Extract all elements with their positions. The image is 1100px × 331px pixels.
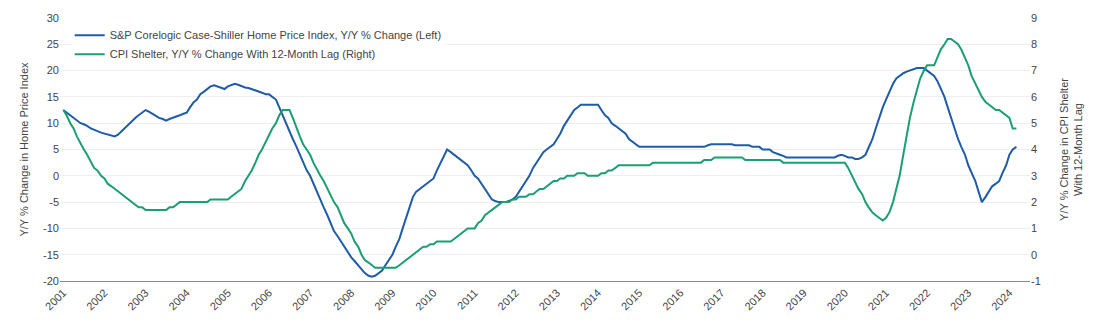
svg-text:5: 5	[53, 143, 59, 155]
svg-text:3: 3	[1031, 170, 1037, 182]
svg-text:5: 5	[1031, 117, 1037, 129]
svg-text:9: 9	[1031, 12, 1037, 24]
svg-text:6: 6	[1031, 91, 1037, 103]
svg-text:-1: -1	[1031, 275, 1041, 287]
svg-text:CPI Shelter, Y/Y % Change With: CPI Shelter, Y/Y % Change With 12-Month …	[110, 48, 376, 60]
svg-text:2008: 2008	[331, 287, 357, 313]
svg-text:1: 1	[1031, 222, 1037, 234]
svg-text:30: 30	[47, 12, 59, 24]
svg-text:2016: 2016	[660, 287, 686, 313]
svg-text:Y/Y % Change in Home Price Ind: Y/Y % Change in Home Price Index	[18, 62, 30, 237]
svg-text:25: 25	[47, 38, 59, 50]
svg-text:-5: -5	[49, 196, 59, 208]
svg-text:20: 20	[47, 64, 59, 76]
svg-text:2020: 2020	[824, 287, 850, 313]
svg-text:2024: 2024	[989, 287, 1015, 313]
svg-text:2015: 2015	[619, 287, 645, 313]
svg-text:10: 10	[47, 117, 59, 129]
svg-text:2014: 2014	[578, 287, 604, 313]
svg-text:0: 0	[53, 170, 59, 182]
svg-text:2010: 2010	[413, 287, 439, 313]
svg-text:2004: 2004	[166, 287, 192, 313]
svg-text:2005: 2005	[207, 287, 233, 313]
svg-text:2012: 2012	[495, 287, 521, 313]
svg-text:S&P Corelogic Case-Shiller Hom: S&P Corelogic Case-Shiller Home Price In…	[110, 29, 441, 41]
svg-text:2009: 2009	[372, 287, 398, 313]
svg-text:4: 4	[1031, 143, 1037, 155]
svg-text:2011: 2011	[455, 287, 480, 312]
svg-text:2023: 2023	[948, 287, 974, 313]
svg-text:Y/Y % Change in CPI ShelterWit: Y/Y % Change in CPI ShelterWith 12-Month…	[1058, 78, 1084, 221]
svg-text:0: 0	[1031, 249, 1037, 261]
svg-text:2003: 2003	[125, 287, 151, 313]
svg-text:8: 8	[1031, 38, 1037, 50]
svg-text:2006: 2006	[248, 287, 274, 313]
svg-text:2002: 2002	[84, 287, 110, 313]
svg-text:2022: 2022	[907, 287, 933, 313]
svg-text:15: 15	[47, 91, 59, 103]
svg-text:2021: 2021	[866, 287, 892, 313]
svg-text:2007: 2007	[290, 287, 316, 313]
svg-text:-15: -15	[43, 249, 59, 261]
svg-text:-10: -10	[43, 222, 59, 234]
svg-text:-20: -20	[43, 275, 59, 287]
svg-text:7: 7	[1031, 64, 1037, 76]
svg-text:2019: 2019	[783, 287, 809, 313]
svg-text:2: 2	[1031, 196, 1037, 208]
svg-text:2018: 2018	[742, 287, 768, 313]
svg-text:2001: 2001	[43, 287, 69, 313]
svg-text:2013: 2013	[536, 287, 562, 313]
svg-text:2017: 2017	[701, 287, 727, 313]
